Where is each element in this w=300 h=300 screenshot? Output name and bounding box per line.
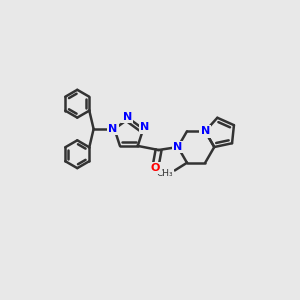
Text: N: N bbox=[123, 112, 132, 122]
Text: N: N bbox=[200, 126, 210, 136]
Text: N: N bbox=[108, 124, 118, 134]
Text: N: N bbox=[173, 142, 182, 152]
Text: N: N bbox=[140, 122, 149, 133]
Text: CH₃: CH₃ bbox=[157, 169, 174, 178]
Text: O: O bbox=[151, 163, 160, 173]
